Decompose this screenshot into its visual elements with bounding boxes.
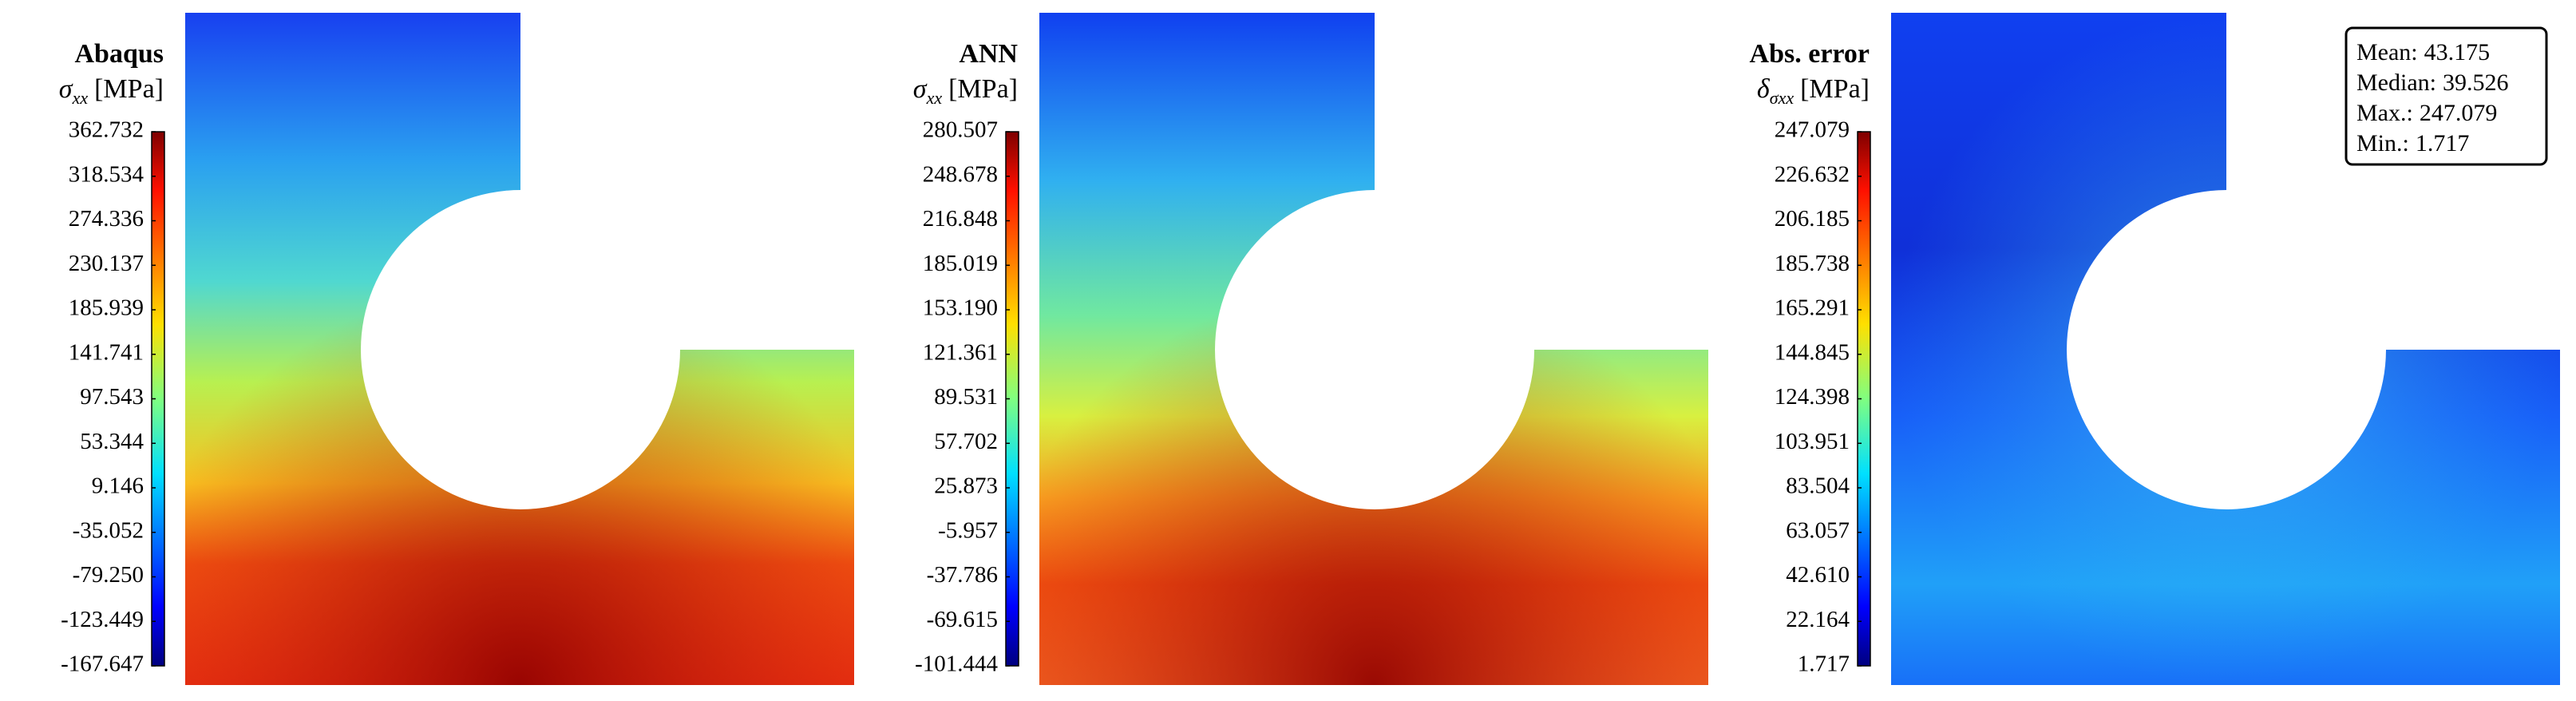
colorbar-tick-label: 22.164 bbox=[1786, 607, 1850, 632]
colorbar-tick-label: 165.291 bbox=[1775, 295, 1850, 321]
stat-line: Max.: 247.079 bbox=[2356, 100, 2497, 126]
panel: Abs. error δσxx [MPa] 1.717 22.164 42.610 63.0… bbox=[1750, 13, 2560, 685]
stats-box: Mean: 43.175 Median: 39.526 Max.: 247.079 Min.… bbox=[2345, 26, 2548, 166]
colorbar-tick-label: 83.504 bbox=[1786, 473, 1850, 499]
colorbar-tick-label: 42.610 bbox=[1786, 562, 1850, 588]
colorbar-tick-label: -69.615 bbox=[927, 607, 998, 632]
quantity-label: δσxx [MPa] bbox=[1757, 74, 1870, 108]
panel-title: ANN bbox=[959, 39, 1018, 69]
subscript: σxx bbox=[1770, 88, 1794, 108]
quantity-label: σxx [MPa] bbox=[59, 74, 164, 108]
colorbar-tick-label: 141.741 bbox=[69, 339, 144, 365]
colorbar-tick-label: 280.507 bbox=[923, 117, 998, 143]
colorbar-tick-label: 1.717 bbox=[1798, 651, 1850, 677]
colorbar-tick-label: -123.449 bbox=[61, 607, 144, 632]
stat-line: Mean: 43.175 bbox=[2356, 39, 2490, 65]
colorbar-tick-label: 124.398 bbox=[1775, 384, 1850, 410]
colorbar-tick-label: 103.951 bbox=[1775, 429, 1850, 454]
colorbar-tick-label: -35.052 bbox=[73, 517, 144, 543]
colorbar-tick-label: 57.702 bbox=[934, 429, 998, 454]
subscript: xx bbox=[72, 88, 89, 108]
colorbar-tick-label: -79.250 bbox=[73, 562, 144, 588]
field-overlay bbox=[1039, 13, 1708, 685]
colorbar-tick-label: 230.137 bbox=[69, 251, 144, 276]
field-overlay bbox=[1891, 13, 2560, 685]
stats-frame bbox=[2345, 26, 2548, 166]
stat-value: 1.717 bbox=[2416, 130, 2470, 156]
stat-line: Min.: 1.717 bbox=[2356, 130, 2469, 156]
unit: [MPa] bbox=[94, 74, 164, 104]
colorbar-tick-label: 63.057 bbox=[1786, 517, 1850, 543]
colorbar-tick-label: 216.848 bbox=[923, 206, 998, 232]
stat-label: Max.: bbox=[2356, 100, 2413, 126]
stat-label: Median: bbox=[2356, 69, 2436, 96]
symbol: σ bbox=[913, 74, 928, 104]
panel-title: Abaqus bbox=[74, 39, 164, 69]
stat-value: 39.526 bbox=[2443, 69, 2509, 96]
stat-value: 247.079 bbox=[2420, 100, 2498, 126]
colorbar-tick-label: 9.146 bbox=[92, 473, 144, 499]
colorbar-tick-label: 226.632 bbox=[1775, 161, 1850, 187]
colorbar-tick-label: 53.344 bbox=[80, 429, 144, 454]
subscript: xx bbox=[926, 88, 943, 108]
colorbar-tick-label: 185.019 bbox=[923, 251, 998, 276]
field-overlay bbox=[185, 13, 854, 685]
stat-label: Mean: bbox=[2356, 39, 2418, 65]
colorbar-tick-label: -101.444 bbox=[915, 651, 998, 677]
colorbar-tick-label: 185.738 bbox=[1775, 251, 1850, 276]
symbol: δ bbox=[1757, 74, 1771, 104]
colorbar-tick-label: 248.678 bbox=[923, 161, 998, 187]
colorbar-tick-label: 144.845 bbox=[1775, 339, 1850, 365]
colorbar-tick-label: 274.336 bbox=[69, 206, 144, 232]
colorbar-tick-label: 362.732 bbox=[69, 117, 144, 143]
symbol: σ bbox=[59, 74, 73, 104]
colorbar-tick-label: -37.786 bbox=[927, 562, 998, 588]
panel: ANN σxx [MPa] -101.444 -69.615 -37.786 -5.957 2… bbox=[913, 13, 1708, 685]
stat-line: Median: 39.526 bbox=[2356, 69, 2508, 96]
colorbar-tick-label: 97.543 bbox=[80, 384, 144, 410]
quantity-label: σxx [MPa] bbox=[913, 74, 1018, 108]
stat-label: Min.: bbox=[2356, 130, 2409, 156]
unit: [MPa] bbox=[1800, 74, 1870, 104]
panel-title: Abs. error bbox=[1750, 39, 1870, 69]
unit: [MPa] bbox=[948, 74, 1018, 104]
colorbar-tick-label: -167.647 bbox=[61, 651, 144, 677]
colorbar-tick-label: 153.190 bbox=[923, 295, 998, 321]
colorbar-tick-label: 206.185 bbox=[1775, 206, 1850, 232]
colorbar-tick-label: 121.361 bbox=[923, 339, 998, 365]
colorbar-tick-label: 185.939 bbox=[69, 295, 144, 321]
colorbar-tick-label: 25.873 bbox=[934, 473, 998, 499]
colorbar-tick-label: 89.531 bbox=[934, 384, 998, 410]
colorbar-tick-label: 247.079 bbox=[1775, 117, 1850, 143]
stat-value: 43.175 bbox=[2424, 39, 2491, 65]
colorbar-tick-label: -5.957 bbox=[938, 517, 998, 543]
colorbar-tick-label: 318.534 bbox=[69, 161, 144, 187]
